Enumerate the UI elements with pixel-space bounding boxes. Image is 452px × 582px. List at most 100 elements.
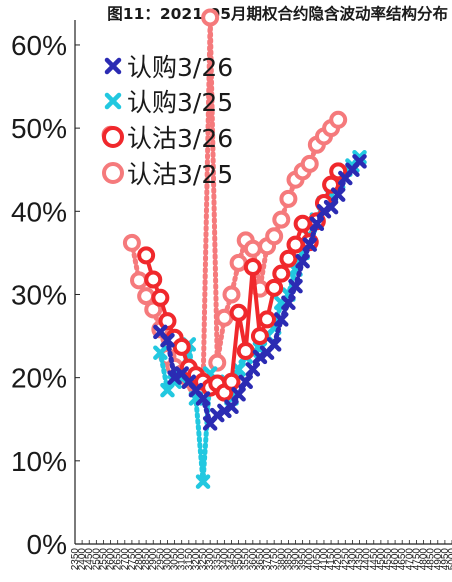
data-point (279, 249, 298, 268)
data-point (272, 264, 291, 283)
data-point (265, 278, 284, 297)
data-point (229, 253, 248, 272)
data-point (122, 233, 141, 252)
x-tick-label: 4950 (440, 548, 451, 571)
data-point (172, 337, 191, 356)
x-tick-label: 3450 (226, 548, 237, 571)
legend-marker (104, 92, 122, 110)
x-tick-label: 2400 (77, 548, 88, 571)
x-tick-label: 4050 (312, 548, 323, 571)
legend: 认购3/26 认购3/25 认沽3/26 认沽3/25 (102, 53, 233, 189)
axes-layer: 0% 10% 20% 30% 40% 50% 60% 23502400245025002550… (11, 20, 452, 570)
data-point (215, 308, 234, 327)
data-point (144, 270, 163, 289)
x-tick-label: 4800 (419, 548, 430, 571)
x-tick-label: 4000 (305, 548, 316, 571)
x-tick-label: 4600 (390, 548, 401, 571)
x-tick-label: 3050 (170, 548, 181, 571)
x-tick-label: 4700 (404, 548, 415, 571)
x-tick-label: 4350 (355, 548, 366, 571)
x-tick-label: 4200 (333, 548, 344, 571)
data-point (281, 295, 296, 311)
data-point (266, 337, 282, 352)
data-point (231, 362, 246, 377)
data-point (153, 345, 168, 360)
x-tick-label: 3900 (291, 548, 302, 571)
x-tick-label: 3600 (248, 548, 259, 571)
x-tick-label: 3800 (276, 548, 287, 571)
x-tick-label: 3950 (298, 548, 309, 571)
data-point (208, 353, 227, 372)
x-tick-label: 3400 (219, 548, 230, 571)
x-tick-label: 3650 (255, 548, 266, 571)
data-point (222, 372, 241, 391)
data-point (323, 199, 339, 215)
y-tick-label: 10% (11, 446, 67, 477)
legend-entry: 认沽3/26 (102, 124, 233, 153)
legend-label: 认沽3/26 (127, 124, 233, 153)
x-tick-label: 3150 (184, 548, 195, 571)
data-point (288, 278, 303, 294)
legend-label: 认购3/26 (127, 53, 233, 82)
x-tick-label: 4100 (319, 548, 330, 571)
x-tick-label: 4750 (411, 548, 422, 571)
x-tick-label: 4450 (369, 548, 380, 571)
y-tick-label: 30% (11, 279, 67, 310)
x-tick-label: 3200 (191, 548, 202, 571)
data-point (352, 154, 367, 169)
x-tick-label: 4150 (326, 548, 337, 571)
x-tick-label: 2500 (91, 548, 102, 571)
data-point (258, 310, 277, 329)
y-tick-label: 0% (27, 529, 67, 560)
data-point (300, 154, 319, 173)
x-tick-label: 2750 (127, 548, 138, 571)
x-tick-label: 3250 (198, 548, 209, 571)
x-tick-label: 3300 (205, 548, 216, 571)
data-point (158, 312, 177, 331)
data-point (279, 189, 298, 208)
x-tick-label: 3850 (283, 548, 294, 571)
x-tick-label: 4650 (397, 548, 408, 571)
x-tick-label: 2350 (70, 548, 81, 571)
legend-label: 认沽3/25 (127, 160, 233, 189)
legend-marker (102, 126, 124, 148)
data-point (195, 391, 211, 406)
legend-label: 认购3/25 (127, 88, 233, 117)
data-point (243, 258, 262, 277)
data-point (243, 239, 262, 258)
x-tick-label: 2950 (155, 548, 166, 571)
data-point (137, 246, 156, 265)
data-point (274, 312, 289, 327)
x-tick-label: 3500 (234, 548, 245, 571)
series-0 (153, 154, 367, 431)
data-point (224, 399, 239, 415)
data-point (330, 187, 346, 202)
x-tick-label: 4250 (340, 548, 351, 571)
x-tick-label: 4500 (376, 548, 387, 571)
chart-title: 图11：2021-05月期权合约隐含波动率结构分布 (107, 5, 448, 23)
data-point (151, 288, 170, 307)
legend-entry: 认沽3/25 (102, 160, 233, 189)
x-tick-label: 2650 (113, 548, 124, 571)
x-tick-label: 2450 (84, 548, 95, 571)
data-point (160, 332, 175, 348)
data-point (238, 374, 253, 390)
y-tick-label: 40% (11, 196, 67, 227)
data-point (302, 237, 317, 252)
y-tick-label: 60% (11, 30, 67, 61)
x-tick-label: 3550 (241, 548, 252, 571)
x-tick-label: 2800 (134, 548, 145, 571)
x-tick-label: 2700 (120, 548, 131, 571)
x-tick-label: 4550 (383, 548, 394, 571)
data-point (293, 214, 312, 233)
data-point (329, 110, 348, 129)
x-tick-label: 2850 (141, 548, 152, 571)
data-point (229, 303, 248, 322)
data-point (309, 216, 325, 232)
data-point (201, 8, 220, 27)
series-layer (101, 8, 367, 489)
data-point (195, 474, 211, 489)
x-tick-label: 2600 (106, 548, 117, 571)
data-point (236, 342, 255, 361)
